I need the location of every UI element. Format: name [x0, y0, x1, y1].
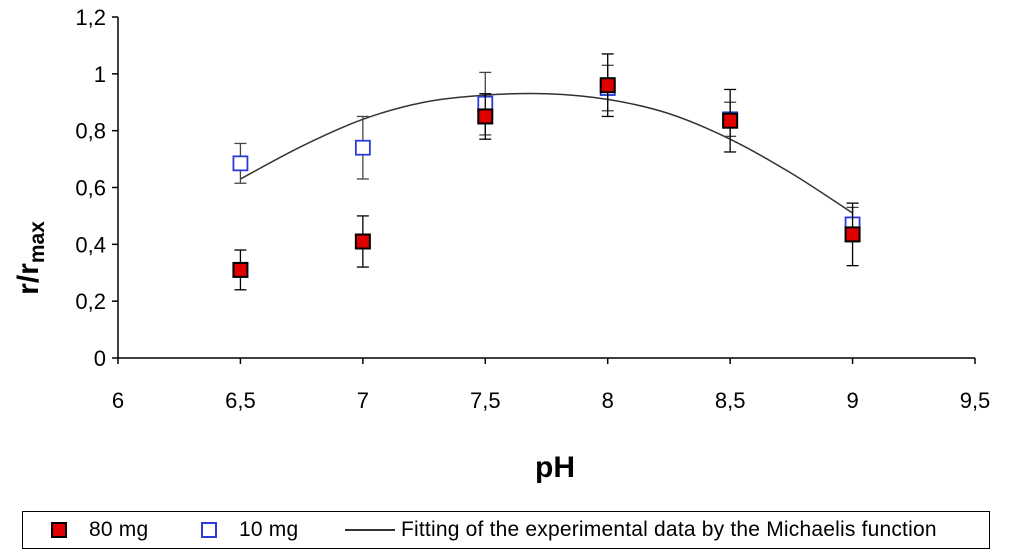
legend-item-fit: Fitting of the experimental data by the … [345, 512, 937, 548]
y-tick-label: 0,6 [75, 176, 106, 201]
x-tick-label: 6 [112, 388, 124, 413]
filled-square-icon [51, 522, 67, 538]
data-point-80mg [599, 77, 616, 94]
x-tick-label: 9,5 [960, 388, 991, 413]
legend: 80 mg 10 mg Fitting of the experimental … [22, 511, 990, 549]
chart: 0 0,2 0,4 0,6 0,8 1 1,2 6 6,5 7 7,5 8 8,5 9 9,5 pH r/r… [12, 5, 990, 484]
x-tick-label: 7,5 [470, 388, 501, 413]
open-square-icon [201, 522, 217, 538]
data-points [232, 53, 861, 291]
y-axis-title-sub: max [26, 221, 49, 263]
y-tick-label: 1 [94, 62, 106, 87]
y-axis-title-main: r/r [12, 263, 45, 295]
y-tick-label: 0,8 [75, 119, 106, 144]
x-tick-label: 8,5 [715, 388, 746, 413]
y-tick-label: 0 [94, 346, 106, 371]
x-tick-label: 7 [357, 388, 369, 413]
fit-line [240, 92, 853, 214]
legend-label: 10 mg [239, 518, 299, 541]
x-tick-label: 6,5 [225, 388, 256, 413]
fit-curve [240, 92, 853, 214]
y-tick-label: 1,2 [75, 5, 106, 30]
data-point-80mg [844, 226, 861, 243]
data-point-80mg [477, 108, 494, 125]
x-axis-title: pH [535, 451, 575, 484]
data-point-10mg [232, 155, 249, 172]
x-tick-label: 9 [846, 388, 858, 413]
y-tick-label: 0,4 [75, 232, 106, 257]
y-tick-label: 0,2 [75, 289, 106, 314]
data-point-80mg [232, 261, 249, 278]
legend-item-80mg: 80 mg [51, 512, 148, 548]
x-tick-label: 8 [602, 388, 614, 413]
line-icon [345, 529, 395, 531]
y-axis-title: r/rmax [12, 221, 49, 295]
legend-label: 80 mg [89, 518, 149, 541]
data-point-80mg [354, 233, 371, 250]
axes: 0 0,2 0,4 0,6 0,8 1 1,2 6 6,5 7 7,5 8 8,5 9 9,5 [75, 5, 990, 413]
data-point-80mg [722, 112, 739, 129]
legend-item-10mg: 10 mg [201, 512, 298, 548]
data-point-10mg [354, 139, 371, 156]
legend-label: Fitting of the experimental data by the … [401, 518, 937, 541]
